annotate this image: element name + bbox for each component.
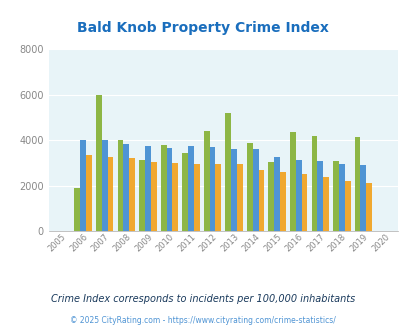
Bar	[145, 146, 150, 231]
Bar	[246, 143, 252, 231]
Text: Bald Knob Property Crime Index: Bald Knob Property Crime Index	[77, 21, 328, 35]
Bar	[86, 155, 92, 231]
Bar	[295, 159, 301, 231]
Bar	[322, 177, 328, 231]
Bar	[230, 149, 237, 231]
Bar	[344, 181, 350, 231]
Bar	[166, 148, 172, 231]
Bar	[182, 153, 188, 231]
Bar	[80, 140, 86, 231]
Bar	[150, 162, 156, 231]
Bar	[160, 145, 166, 231]
Bar	[252, 149, 258, 231]
Bar	[139, 159, 145, 231]
Bar	[188, 146, 194, 231]
Bar	[365, 183, 371, 231]
Bar	[268, 162, 274, 231]
Bar	[311, 136, 317, 231]
Bar	[215, 164, 221, 231]
Bar	[258, 170, 264, 231]
Bar	[203, 131, 209, 231]
Bar	[123, 144, 129, 231]
Bar	[338, 164, 344, 231]
Bar	[279, 172, 285, 231]
Bar	[332, 161, 338, 231]
Bar	[96, 95, 102, 231]
Bar	[172, 163, 178, 231]
Bar	[301, 174, 307, 231]
Bar	[117, 140, 123, 231]
Bar	[289, 132, 295, 231]
Text: © 2025 CityRating.com - https://www.cityrating.com/crime-statistics/: © 2025 CityRating.com - https://www.city…	[70, 316, 335, 325]
Bar	[74, 188, 80, 231]
Bar	[274, 157, 279, 231]
Bar	[209, 147, 215, 231]
Text: Crime Index corresponds to incidents per 100,000 inhabitants: Crime Index corresponds to incidents per…	[51, 294, 354, 304]
Bar	[102, 140, 107, 231]
Bar	[107, 157, 113, 231]
Bar	[360, 165, 365, 231]
Bar	[129, 158, 135, 231]
Bar	[194, 164, 199, 231]
Bar	[317, 161, 322, 231]
Bar	[225, 113, 230, 231]
Bar	[237, 164, 242, 231]
Bar	[354, 137, 360, 231]
